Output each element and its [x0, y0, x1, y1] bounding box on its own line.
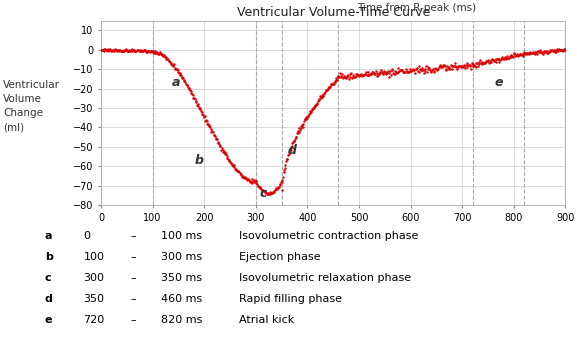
Text: c: c — [260, 187, 267, 200]
Text: 100 ms: 100 ms — [161, 231, 202, 241]
Text: Isovolumetric relaxation phase: Isovolumetric relaxation phase — [239, 273, 411, 283]
Text: 100: 100 — [84, 252, 104, 262]
Text: d: d — [45, 294, 53, 304]
Text: –: – — [130, 315, 136, 325]
Text: 460 ms: 460 ms — [161, 294, 203, 304]
Text: 720: 720 — [84, 315, 105, 325]
Text: c: c — [45, 273, 51, 283]
Text: Time from R-peak (ms): Time from R-peak (ms) — [357, 3, 477, 13]
Text: –: – — [130, 231, 136, 241]
Text: Ejection phase: Ejection phase — [239, 252, 320, 262]
Text: –: – — [130, 252, 136, 262]
Text: a: a — [171, 76, 180, 89]
Text: Ventricular
Volume
Change
(ml): Ventricular Volume Change (ml) — [3, 80, 60, 132]
Text: e: e — [494, 76, 503, 89]
Text: d: d — [287, 144, 297, 157]
Text: Atrial kick: Atrial kick — [239, 315, 294, 325]
Text: –: – — [130, 294, 136, 304]
Text: b: b — [45, 252, 53, 262]
Text: Isovolumetric contraction phase: Isovolumetric contraction phase — [239, 231, 418, 241]
Text: a: a — [45, 231, 53, 241]
Text: 300: 300 — [84, 273, 104, 283]
Text: Rapid filling phase: Rapid filling phase — [239, 294, 342, 304]
Text: 300 ms: 300 ms — [161, 252, 202, 262]
Text: 350: 350 — [84, 294, 104, 304]
Text: e: e — [45, 315, 53, 325]
Text: 820 ms: 820 ms — [161, 315, 203, 325]
Text: b: b — [194, 154, 204, 167]
Text: –: – — [130, 273, 136, 283]
Text: 0: 0 — [84, 231, 91, 241]
Text: 350 ms: 350 ms — [161, 273, 202, 283]
Title: Ventricular Volume-Time Curve: Ventricular Volume-Time Curve — [237, 6, 430, 19]
